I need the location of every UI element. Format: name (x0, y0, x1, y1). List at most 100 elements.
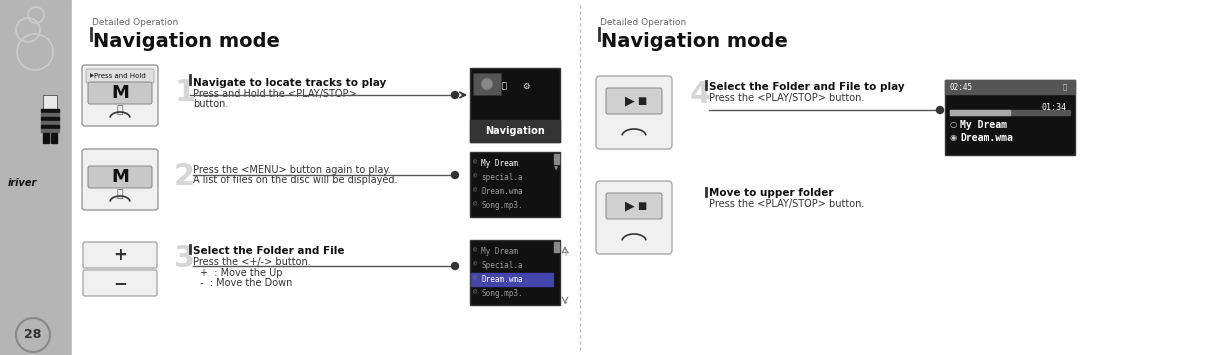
FancyBboxPatch shape (88, 82, 153, 104)
Text: Select the Folder and File to play: Select the Folder and File to play (708, 82, 905, 92)
Text: Special.a: Special.a (481, 261, 523, 270)
Bar (470, 152, 559, 217)
Text: Detailed Operation: Detailed Operation (92, 18, 178, 27)
Text: 𝓜: 𝓜 (116, 189, 124, 199)
Text: 4: 4 (690, 80, 711, 109)
Text: M: M (111, 168, 128, 186)
FancyBboxPatch shape (82, 65, 157, 126)
Bar (470, 68, 559, 142)
Bar (949, 110, 1071, 115)
Bar (41, 117, 59, 120)
Text: Navigation: Navigation (486, 126, 545, 136)
Text: +  : Move the Up: + : Move the Up (200, 268, 282, 278)
Text: Dream.wma: Dream.wma (960, 133, 1012, 143)
Text: @: @ (474, 187, 477, 192)
Text: ■: ■ (637, 201, 647, 211)
Text: 🎵: 🎵 (482, 81, 488, 91)
Text: ▶: ▶ (90, 73, 94, 78)
Text: My Dream: My Dream (481, 247, 518, 256)
Text: Move to upper folder: Move to upper folder (708, 188, 833, 198)
Bar (471, 273, 553, 286)
Text: @: @ (474, 201, 477, 206)
Text: 🎤: 🎤 (503, 82, 507, 91)
Bar (470, 240, 559, 305)
Text: 2: 2 (174, 162, 195, 191)
Bar (44, 95, 57, 109)
Bar (44, 133, 48, 143)
Text: @: @ (474, 275, 477, 280)
Text: My Dream: My Dream (960, 120, 1008, 130)
Bar (41, 121, 59, 124)
Text: Select the Folder and File: Select the Folder and File (193, 246, 344, 256)
Text: A list of files on the disc will be displayed.: A list of files on the disc will be disp… (193, 175, 397, 185)
Bar (51, 133, 57, 143)
Text: ▼: ▼ (553, 166, 558, 171)
Text: ⚙: ⚙ (522, 82, 529, 91)
Text: Press the <MENU> button again to play.: Press the <MENU> button again to play. (193, 165, 391, 175)
Text: button.: button. (193, 99, 229, 109)
Circle shape (452, 92, 459, 98)
FancyBboxPatch shape (88, 166, 153, 188)
Text: -: - (563, 297, 567, 307)
Text: 3: 3 (174, 244, 195, 273)
Text: 28: 28 (24, 328, 41, 342)
Bar (553, 242, 559, 252)
FancyBboxPatch shape (606, 88, 662, 114)
Circle shape (452, 262, 459, 269)
Text: Press the <PLAY/STOP> button.: Press the <PLAY/STOP> button. (708, 199, 865, 209)
Bar (949, 110, 1010, 115)
FancyBboxPatch shape (596, 76, 672, 149)
Bar (41, 125, 59, 128)
Text: Dream.wma: Dream.wma (481, 187, 523, 196)
Text: ⬜: ⬜ (1063, 84, 1067, 90)
Bar (553, 154, 559, 164)
Circle shape (452, 171, 459, 179)
Text: ▶: ▶ (625, 94, 635, 108)
Text: -  : Move the Down: - : Move the Down (200, 278, 292, 288)
Bar (945, 80, 1075, 155)
Bar (41, 109, 59, 112)
FancyBboxPatch shape (82, 149, 157, 210)
Text: Press the <PLAY/STOP> button.: Press the <PLAY/STOP> button. (708, 93, 865, 103)
Text: My Dream: My Dream (481, 159, 518, 168)
Text: ■: ■ (637, 96, 647, 106)
Text: −: − (113, 274, 127, 292)
FancyBboxPatch shape (84, 270, 157, 296)
Text: @: @ (474, 261, 477, 266)
Text: 01:34: 01:34 (1041, 103, 1067, 112)
Bar (470, 120, 559, 142)
Bar (41, 129, 59, 132)
Bar (41, 113, 59, 116)
Bar (0, 0, 71, 355)
Text: +: + (561, 248, 569, 258)
Text: special.a: special.a (481, 173, 523, 182)
Text: ○: ○ (949, 120, 957, 129)
Text: Detailed Operation: Detailed Operation (599, 18, 687, 27)
Text: iriver: iriver (8, 178, 38, 188)
Text: Song.mp3.: Song.mp3. (481, 289, 523, 298)
Text: @: @ (474, 173, 477, 178)
Text: Dream.wma: Dream.wma (481, 275, 523, 284)
Text: Navigate to locate tracks to play: Navigate to locate tracks to play (193, 78, 386, 88)
Text: Press and Hold: Press and Hold (94, 73, 145, 79)
Text: 02:45: 02:45 (949, 82, 974, 92)
Text: Navigation mode: Navigation mode (601, 32, 788, 51)
Text: Press and Hold the <PLAY/STOP>: Press and Hold the <PLAY/STOP> (193, 89, 356, 99)
Text: M: M (111, 84, 128, 102)
Text: 1: 1 (174, 78, 195, 107)
Text: @: @ (474, 289, 477, 294)
Circle shape (936, 106, 943, 114)
Text: @: @ (474, 247, 477, 252)
Text: 𝓜: 𝓜 (116, 105, 124, 115)
Text: @: @ (474, 159, 477, 164)
Text: Navigation mode: Navigation mode (93, 32, 280, 51)
Bar (474, 73, 501, 95)
Text: ◉: ◉ (949, 133, 957, 142)
FancyBboxPatch shape (86, 69, 154, 83)
Circle shape (481, 78, 493, 90)
Bar (945, 80, 1075, 94)
FancyBboxPatch shape (84, 242, 157, 268)
Text: +: + (113, 246, 127, 264)
FancyBboxPatch shape (606, 193, 662, 219)
Text: Song.mp3.: Song.mp3. (481, 201, 523, 210)
